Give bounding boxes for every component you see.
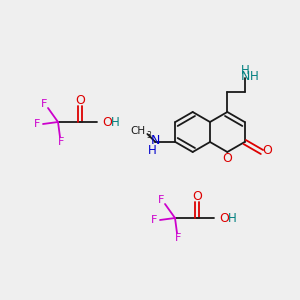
Text: H: H [148, 143, 157, 157]
Text: CH: CH [131, 126, 146, 136]
Text: O: O [222, 152, 232, 166]
Text: H: H [241, 64, 250, 76]
Text: F: F [58, 137, 64, 147]
Text: F: F [158, 195, 164, 205]
Text: O: O [102, 116, 112, 128]
Text: F: F [151, 215, 157, 225]
Text: O: O [219, 212, 229, 224]
Text: N: N [151, 134, 160, 146]
Text: 3: 3 [146, 131, 151, 140]
Text: F: F [41, 99, 47, 109]
Text: O: O [262, 145, 272, 158]
Text: H: H [228, 212, 237, 224]
Text: F: F [175, 233, 181, 243]
Text: N: N [241, 70, 250, 83]
Text: O: O [192, 190, 202, 202]
Text: H: H [111, 116, 120, 128]
Text: O: O [75, 94, 85, 106]
Text: F: F [34, 119, 40, 129]
Text: H: H [250, 70, 259, 83]
